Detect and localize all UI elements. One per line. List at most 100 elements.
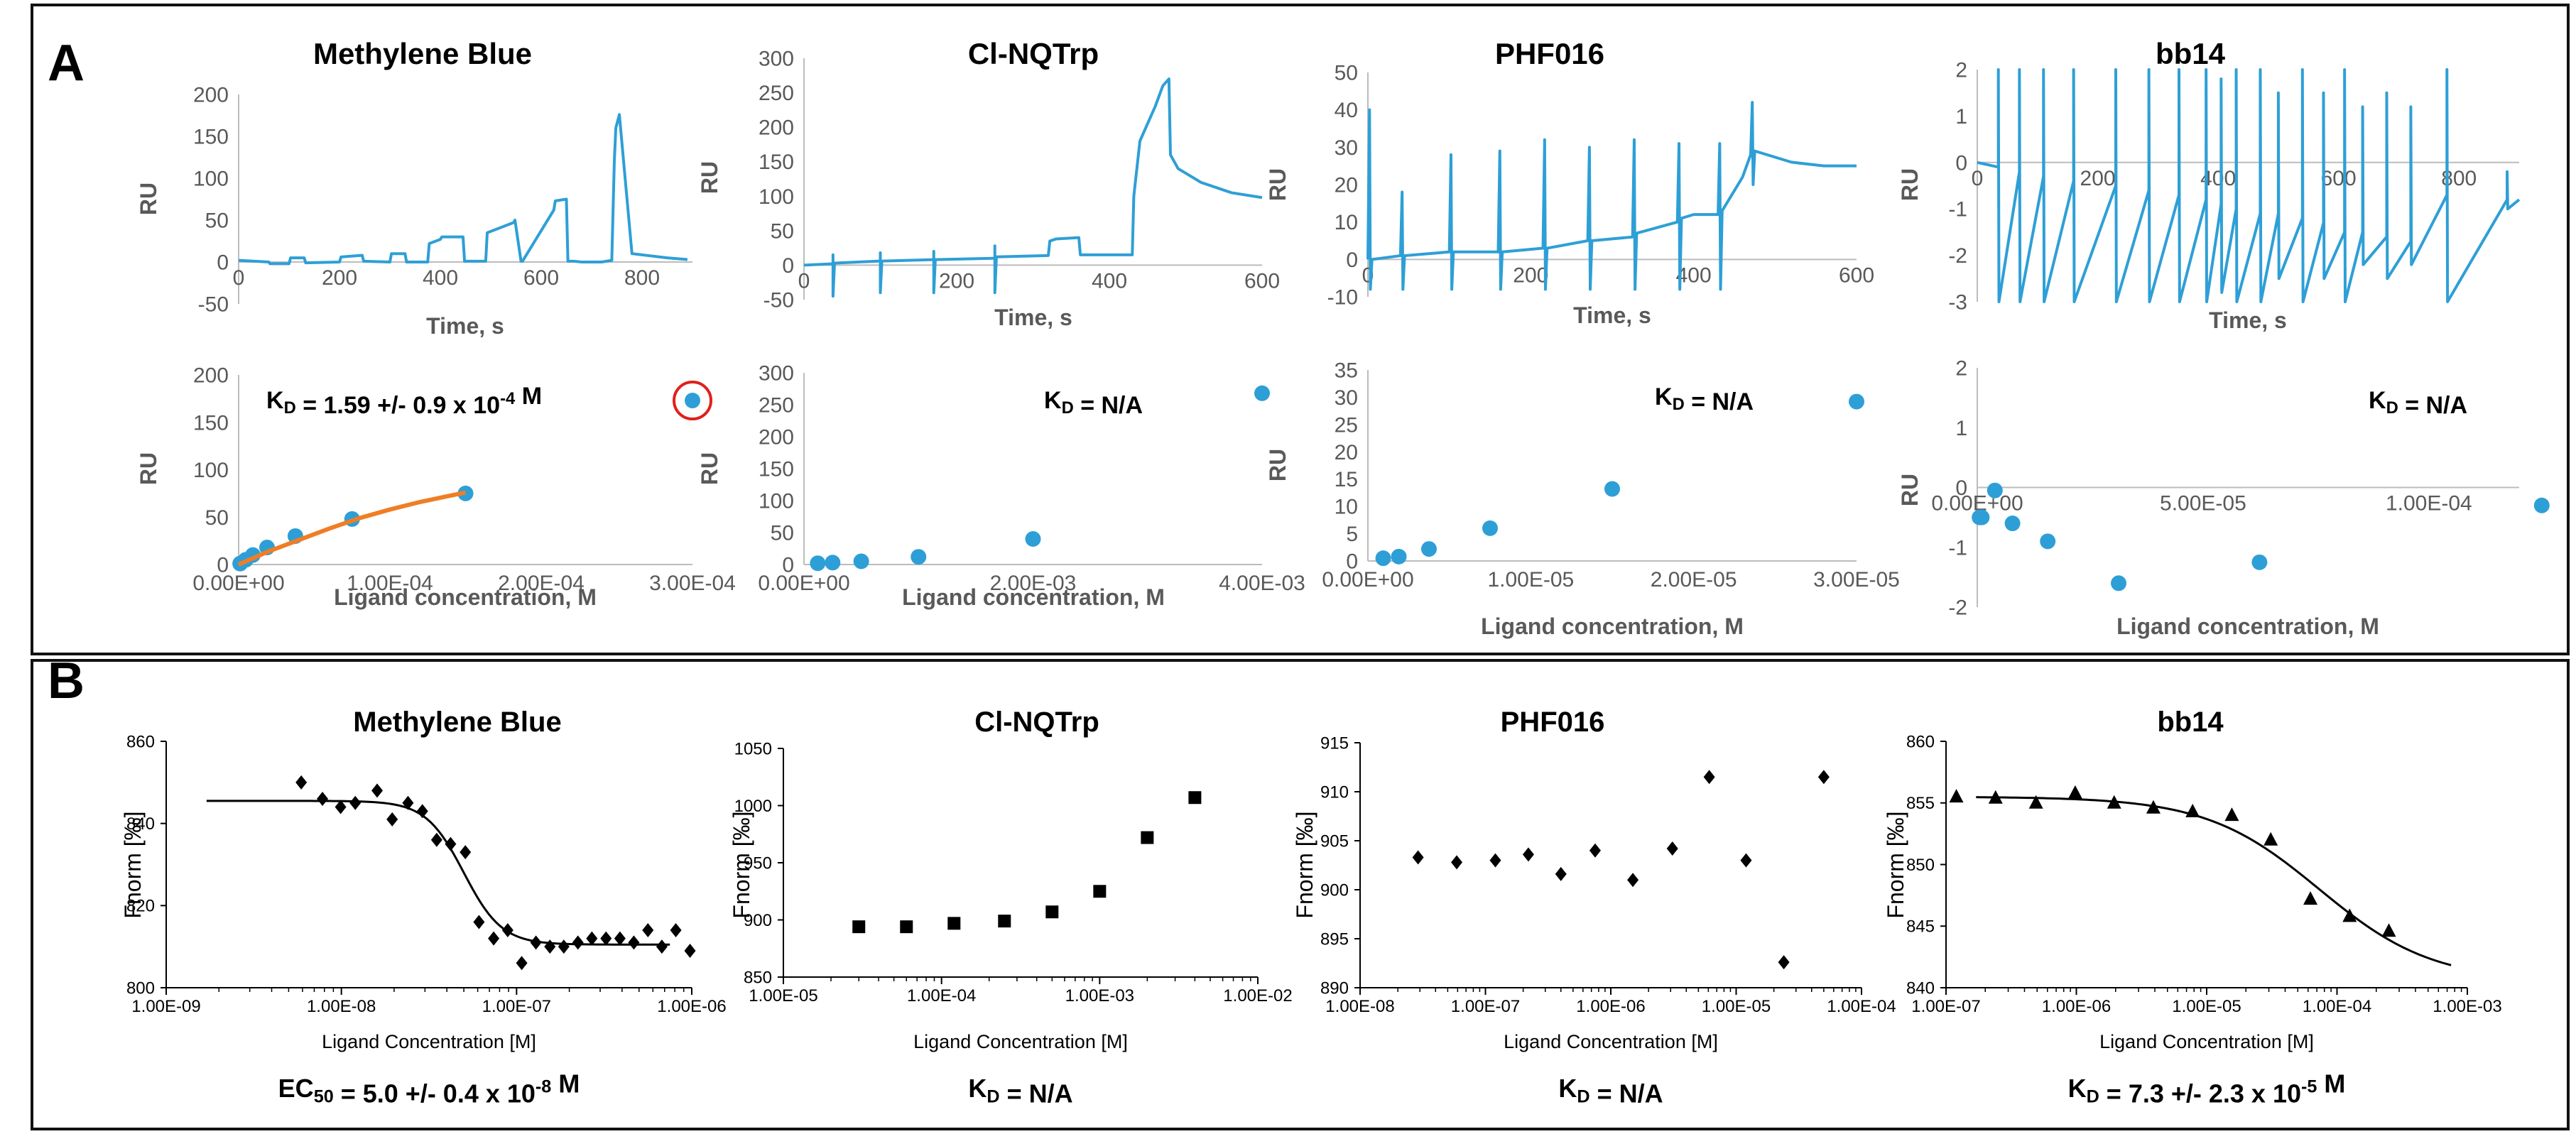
y-tick-label: 300 (759, 362, 794, 386)
data-point (2111, 575, 2127, 591)
y-tick-label: 0 (1346, 550, 1358, 574)
data-point (2224, 807, 2239, 822)
data-point (488, 931, 500, 946)
x-tick-label: 1.00E-04 (1827, 997, 1896, 1016)
y-tick-label: 50 (205, 209, 229, 233)
y-tick-label: 0 (217, 554, 229, 577)
data-point (1045, 905, 1059, 919)
chart-b1: Methylene Blue 800 820 840 860 1.00E-09 1.00E-… (120, 707, 727, 1108)
data-point (1627, 873, 1639, 888)
data-point (1740, 853, 1752, 868)
data-point (349, 795, 362, 810)
y-axis-label: RU (136, 452, 161, 485)
y-tick-label: 200 (193, 364, 229, 388)
x-axis-label: Ligand concentration, M (1481, 614, 1744, 639)
x-tick-label: 2.00E-03 (990, 572, 1077, 595)
x-axis-label: Ligand Concentration [M] (1504, 1031, 1718, 1052)
x-axis-label: Time, s (1573, 302, 1651, 328)
data-point (473, 915, 485, 929)
data-point (558, 939, 570, 954)
panel-a-label: A (48, 35, 85, 92)
x-tick-label: 1.00E-03 (1065, 986, 1134, 1005)
y-tick-label: 150 (759, 458, 794, 481)
y-tick-label: 895 (1320, 929, 1349, 949)
x-tick-label: 1.00E-09 (131, 997, 200, 1016)
chart-title: PHF016 (1501, 707, 1605, 738)
x-tick-label: 1.00E-07 (1451, 997, 1520, 1016)
data-point (2263, 832, 2278, 846)
data-point (1451, 855, 1463, 870)
y-tick-label: -50 (198, 293, 229, 317)
y-axis-label: RU (1265, 449, 1290, 481)
data-point (335, 800, 347, 814)
data-point (317, 791, 329, 806)
data-point (614, 931, 626, 946)
chart-title: Cl-NQTrp (974, 707, 1099, 738)
y-axis-label: RU (1897, 474, 1923, 506)
data-point (1522, 847, 1534, 862)
y-tick-label: 0 (1955, 476, 1967, 500)
data-point (642, 923, 654, 938)
kd-annotation: KD = 1.59 +/- 0.9 x 10-4 M (266, 383, 542, 419)
y-tick-label: 10 (1335, 211, 1358, 234)
y-tick-label: 150 (193, 126, 229, 149)
x-tick-label: 0.00E+00 (1322, 568, 1413, 591)
data-point (1188, 791, 1202, 805)
chart-b3: PHF016 890 895 900 905 910 915 1.00E-08 1.00E-07… (1292, 707, 1896, 1108)
y-tick-label: 840 (126, 814, 155, 834)
y-tick-label: 850 (1906, 856, 1935, 875)
x-tick-label: 1.00E-05 (749, 986, 817, 1005)
data-point (371, 783, 384, 798)
series-line (1366, 101, 1857, 291)
y-tick-label: 915 (1320, 734, 1349, 753)
x-tick-label: 1.00E-05 (1702, 997, 1771, 1016)
x-tick-label: 3.00E-05 (1813, 568, 1900, 591)
y-tick-label: 0 (1346, 249, 1358, 272)
y-tick-label: 1000 (734, 797, 772, 816)
data-point (852, 920, 866, 934)
y-tick-label: -2 (1948, 244, 1967, 268)
x-tick-label: 600 (523, 266, 559, 290)
x-tick-label: 1.00E-08 (307, 997, 376, 1016)
y-tick-label: 2 (1955, 357, 1967, 381)
fit-curve (237, 490, 467, 567)
x-tick-label: 0 (233, 266, 245, 290)
x-tick-label: 0.00E+00 (192, 572, 284, 595)
data-point (2028, 795, 2043, 809)
x-tick-label: 200 (322, 266, 357, 290)
x-axis-label: Time, s (426, 313, 504, 339)
y-tick-label: 860 (126, 732, 155, 751)
y-tick-label: 905 (1320, 832, 1349, 851)
x-tick-label: 400 (423, 266, 458, 290)
y-tick-label: 900 (744, 911, 772, 930)
y-tick-label: 35 (1335, 359, 1358, 383)
panel-b-label: B (48, 653, 85, 709)
data-point (1375, 550, 1391, 567)
x-tick-label: 0 (798, 269, 810, 293)
chart-b4: bb14 840 845 850 855 860 1.00E-07 1.00E-06 1.00E… (1883, 707, 2502, 1108)
x-tick-label: 800 (624, 266, 660, 290)
y-tick-label: 50 (771, 522, 794, 545)
data-point (1025, 531, 1041, 547)
data-point (1421, 541, 1437, 557)
x-tick-label: 200 (939, 269, 974, 293)
data-point (1778, 955, 1790, 970)
y-tick-label: 910 (1320, 783, 1349, 802)
chart-b2: Cl-NQTrp 850 900 950 1000 1050 1.00E-05 1.00E-0… (729, 707, 1293, 1108)
y-tick-label: 100 (759, 185, 794, 209)
data-point (684, 943, 696, 958)
x-tick-label: 0.00E+00 (758, 572, 849, 595)
y-tick-label: 200 (193, 84, 229, 107)
data-point (1703, 770, 1715, 785)
kd-footer: KD = N/A (1558, 1074, 1663, 1108)
y-tick-label: 0 (782, 254, 794, 278)
y-tick-label: 15 (1335, 468, 1358, 491)
x-tick-label: 1.00E-04 (907, 986, 976, 1005)
kd-footer: KD = N/A (968, 1074, 1072, 1108)
y-tick-label: 20 (1335, 174, 1358, 197)
data-point (386, 812, 398, 827)
x-tick-label: 1.00E-04 (2386, 492, 2472, 516)
